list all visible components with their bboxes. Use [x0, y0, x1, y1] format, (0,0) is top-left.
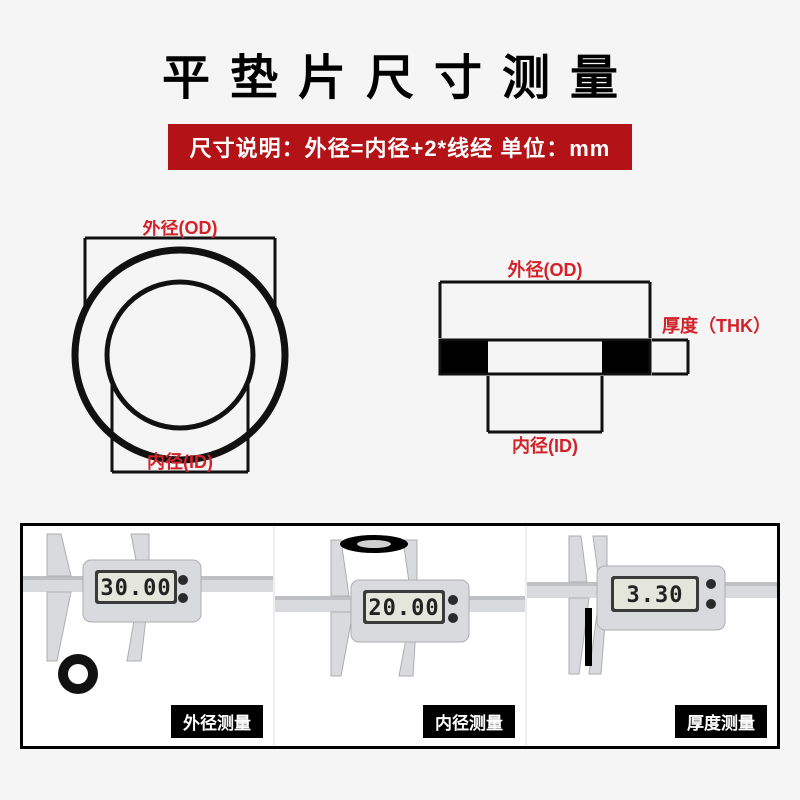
panel-id: 20.00 内径测量 [273, 526, 525, 746]
panel-thk: 3.30 厚度测量 [525, 526, 777, 746]
formula-banner: 尺寸说明：外径=内径+2*线经 单位：mm [168, 124, 633, 170]
caliper-id: 20.00 [275, 526, 525, 696]
panel-od: 30.00 外径测量 [23, 526, 273, 746]
lcd-value: 30.00 [100, 576, 171, 601]
panel-thk-label: 厚度测量 [675, 705, 767, 738]
lcd-value: 20.00 [368, 596, 439, 621]
diagram-row: 外径(OD) 内径(ID) 外径(OD) 内径(ID) [0, 205, 800, 495]
side-diagram: 外径(OD) 内径(ID) 厚度（THK） [410, 250, 750, 450]
caliper-thk: 3.30 [527, 526, 777, 696]
page-title: 平垫片尺寸测量 [162, 38, 638, 108]
side-thk-label: 厚度（THK） [662, 315, 770, 336]
measurement-gallery: 30.00 外径测量 [20, 523, 780, 749]
od-label: 外径(OD) [143, 220, 218, 238]
id-label: 内径(ID) [147, 451, 213, 472]
lcd-value: 3.30 [627, 583, 684, 608]
ring-diagram: 外径(OD) 内径(ID) [50, 220, 310, 480]
panel-od-label: 外径测量 [171, 705, 263, 738]
panel-id-label: 内径测量 [423, 705, 515, 738]
side-id-label: 内径(ID) [512, 435, 578, 456]
caliper-od: 30.00 [23, 526, 273, 696]
side-od-label: 外径(OD) [508, 259, 583, 280]
